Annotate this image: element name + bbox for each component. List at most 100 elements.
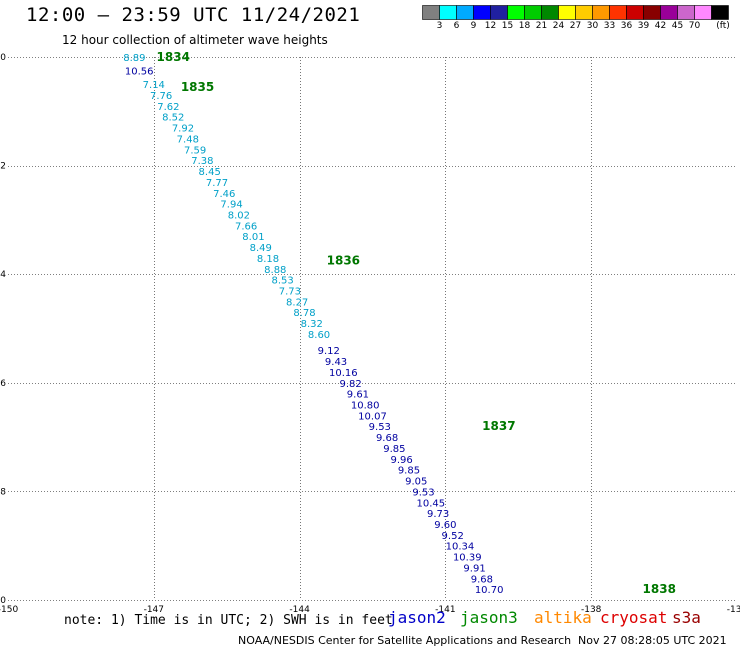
chart-subtitle: 12 hour collection of altimeter wave hei… (62, 33, 328, 47)
wave-height-label: 9.73 (427, 509, 449, 520)
wave-height-label: 8.78 (293, 308, 315, 319)
colorbar (422, 5, 729, 20)
colorbar-tick-label: 70 (688, 21, 701, 31)
wave-height-label: 9.68 (471, 574, 493, 585)
legend-altika: altika (534, 608, 592, 627)
wave-height-label: 8.45 (199, 167, 221, 178)
wave-height-label: 7.38 (191, 156, 213, 167)
wave-height-label: 7.48 (177, 134, 199, 145)
series-jason2: 10.569.129.4310.169.829.6110.8010.079.53… (125, 67, 504, 597)
wave-height-label: 10.80 (351, 401, 380, 412)
wave-height-label: 8.53 (271, 276, 293, 287)
time-marker: 1834 (157, 50, 190, 64)
wave-height-label: 10.16 (329, 368, 358, 379)
wave-height-label: 7.66 (235, 221, 257, 232)
wave-height-label: 9.91 (463, 563, 485, 574)
colorbar-tick-label: 45 (671, 21, 684, 31)
footer-credit: NOAA/NESDIS Center for Satellite Applica… (238, 634, 572, 647)
colorbar-tick-label: 12 (484, 21, 497, 31)
wave-height-label: 8.88 (264, 265, 286, 276)
wave-height-label: 9.82 (339, 379, 361, 390)
colorbar-tick-label: 18 (518, 21, 531, 31)
wave-height-label: 9.61 (347, 390, 369, 401)
wave-height-label: 8.60 (308, 330, 330, 341)
x-tick-label: -144 (289, 605, 310, 615)
wave-height-label: 9.96 (391, 455, 413, 466)
wave-height-label: 9.52 (442, 531, 464, 542)
colorbar-tick-label: 9 (470, 21, 477, 31)
wave-height-label: 10.34 (446, 542, 475, 553)
colorbar-swatch (711, 5, 729, 20)
wave-height-label: 9.53 (369, 422, 391, 433)
wave-height-label: 9.68 (376, 433, 398, 444)
wave-height-label: 7.14 (143, 80, 165, 91)
time-marker: 1836 (327, 254, 360, 268)
legend-s3a: s3a (672, 608, 701, 627)
wave-height-label: 7.73 (279, 286, 301, 297)
chart-title: 12:00 — 23:59 UTC 11/24/2021 (26, 4, 361, 26)
legend-jason2: jason2 (388, 608, 446, 627)
wave-height-label: 7.94 (220, 200, 242, 211)
colorbar-tick-label: 27 (569, 21, 582, 31)
legend-cryosat: cryosat (600, 608, 668, 627)
time-marker: 1835 (181, 80, 214, 94)
wave-height-label: 8.02 (228, 210, 250, 221)
x-tick-label: -135 (727, 605, 740, 615)
colorbar-tick-label: 33 (603, 21, 616, 31)
wave-height-label: 10.07 (358, 411, 387, 422)
wave-height-label: 10.56 (125, 67, 154, 78)
wave-height-label: 7.46 (213, 189, 235, 200)
wave-height-label: 7.62 (157, 102, 179, 113)
wave-height-label: 8.18 (257, 254, 279, 265)
colorbar-tick-label: 24 (552, 21, 565, 31)
wave-height-label: 7.76 (150, 91, 172, 102)
wave-height-label: 9.12 (318, 346, 340, 357)
legend-jason3: jason3 (460, 608, 518, 627)
wave-height-label: 10.70 (475, 585, 504, 596)
wave-height-label: 7.92 (172, 124, 194, 135)
colorbar-tick-label: 6 (453, 21, 460, 31)
wave-height-label: 8.49 (250, 243, 272, 254)
grid (8, 57, 737, 601)
y-tick-label: -40 (0, 53, 6, 63)
wave-height-label: 9.85 (383, 444, 405, 455)
wave-height-label: 9.53 (412, 487, 434, 498)
colorbar-tick-label: 39 (637, 21, 650, 31)
wave-height-label: 9.05 (405, 477, 427, 488)
x-tick-label: -150 (0, 605, 18, 615)
colorbar-tick-label: 21 (535, 21, 548, 31)
colorbar-tick-label: 3 (436, 21, 443, 31)
y-tick-label: -46 (0, 379, 6, 389)
colorbar-unit: (ft) (716, 21, 730, 31)
x-tick-label: -141 (435, 605, 455, 615)
y-tick-label: -44 (0, 270, 6, 280)
wave-height-label: 9.60 (434, 520, 456, 531)
colorbar-tick-label: 30 (586, 21, 599, 31)
wave-height-label: 7.59 (184, 145, 206, 156)
wave-height-label: 10.39 (453, 553, 482, 564)
wave-height-label: 9.85 (398, 466, 420, 477)
x-tick-label: -147 (144, 605, 164, 615)
wave-height-label: 7.77 (206, 178, 228, 189)
wave-height-label: 8.52 (162, 113, 184, 124)
colorbar-tick-label: 36 (620, 21, 633, 31)
wave-height-label: 8.01 (242, 232, 264, 243)
wave-height-label: 9.43 (325, 357, 347, 368)
footer-note: note: 1) Time is in UTC; 2) SWH is in fe… (64, 613, 393, 628)
time-marker: 1837 (482, 419, 515, 433)
wave-height-label: 8.27 (286, 297, 308, 308)
colorbar-tick-label: 15 (501, 21, 514, 31)
footer-timestamp: Nov 27 08:28:05 UTC 2021 (578, 634, 727, 647)
colorbar-labels: 3 6 9 12 15 18 21 24 27 30 33 36 39 42 45 70 (ft) (0, 21, 740, 35)
y-tick-label: -50 (0, 596, 6, 606)
wave-height-label: 10.45 (416, 498, 445, 509)
wave-height-label: 8.32 (301, 319, 323, 330)
y-tick-label: -48 (0, 487, 6, 497)
time-marker: 1838 (643, 582, 676, 596)
wave-height-label: 8.89 (123, 53, 145, 64)
colorbar-tick-label: 42 (654, 21, 667, 31)
series-jason3: 8.89 7.147.767.628.527.927.487.597.388.45… (123, 53, 330, 341)
y-tick-label: -42 (0, 162, 6, 172)
